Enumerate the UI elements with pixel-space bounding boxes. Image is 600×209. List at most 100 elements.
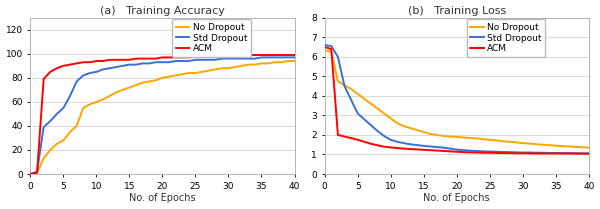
ACM — [341, 135, 348, 138]
ACM — [493, 152, 500, 154]
No Dropout — [341, 84, 348, 86]
Std Dropout — [251, 57, 259, 60]
ACM — [238, 54, 245, 56]
Std Dropout — [113, 66, 120, 68]
ACM — [166, 56, 173, 59]
No Dropout — [179, 73, 186, 75]
ACM — [433, 149, 440, 152]
No Dropout — [146, 80, 153, 83]
X-axis label: No. of Epochs: No. of Epochs — [424, 194, 490, 203]
Std Dropout — [565, 152, 572, 154]
Std Dropout — [291, 56, 298, 59]
Std Dropout — [413, 144, 421, 146]
ACM — [291, 54, 298, 56]
No Dropout — [126, 86, 133, 89]
No Dropout — [367, 102, 374, 105]
ACM — [271, 54, 278, 56]
No Dropout — [433, 134, 440, 136]
Legend: No Dropout, Std Dropout, ACM: No Dropout, Std Dropout, ACM — [467, 19, 545, 57]
No Dropout — [265, 62, 272, 65]
ACM — [519, 152, 526, 155]
ACM — [86, 61, 94, 64]
ACM — [27, 173, 34, 175]
Line: Std Dropout: Std Dropout — [31, 57, 295, 174]
ACM — [284, 54, 292, 56]
ACM — [545, 152, 553, 155]
Line: No Dropout: No Dropout — [31, 61, 295, 174]
Legend: No Dropout, Std Dropout, ACM: No Dropout, Std Dropout, ACM — [172, 19, 251, 57]
No Dropout — [479, 138, 487, 140]
No Dropout — [512, 141, 520, 144]
ACM — [367, 143, 374, 145]
No Dropout — [185, 72, 193, 74]
ACM — [67, 63, 74, 66]
No Dropout — [278, 61, 285, 64]
No Dropout — [139, 81, 146, 84]
ACM — [328, 48, 335, 50]
ACM — [374, 144, 381, 147]
No Dropout — [225, 67, 232, 69]
ACM — [334, 134, 341, 136]
Std Dropout — [334, 56, 341, 58]
Std Dropout — [27, 173, 34, 175]
No Dropout — [486, 139, 493, 141]
No Dropout — [100, 98, 107, 101]
ACM — [453, 150, 460, 153]
No Dropout — [159, 76, 166, 79]
ACM — [578, 152, 586, 155]
Std Dropout — [341, 85, 348, 87]
No Dropout — [420, 131, 427, 133]
No Dropout — [106, 95, 113, 97]
ACM — [526, 152, 533, 155]
No Dropout — [387, 117, 394, 120]
No Dropout — [192, 72, 199, 74]
No Dropout — [53, 143, 61, 145]
No Dropout — [321, 49, 328, 51]
No Dropout — [133, 84, 140, 86]
ACM — [139, 57, 146, 60]
No Dropout — [526, 142, 533, 145]
No Dropout — [212, 68, 219, 71]
No Dropout — [80, 107, 87, 109]
Std Dropout — [205, 59, 212, 61]
ACM — [278, 54, 285, 56]
Std Dropout — [380, 135, 388, 137]
ACM — [446, 150, 454, 153]
No Dropout — [166, 75, 173, 78]
ACM — [80, 61, 87, 64]
ACM — [387, 146, 394, 149]
ACM — [473, 151, 480, 154]
No Dropout — [334, 80, 341, 83]
Std Dropout — [34, 170, 41, 173]
Std Dropout — [212, 59, 219, 61]
No Dropout — [245, 63, 252, 66]
Std Dropout — [265, 56, 272, 59]
Std Dropout — [440, 146, 447, 149]
ACM — [205, 55, 212, 57]
No Dropout — [67, 131, 74, 133]
ACM — [179, 56, 186, 59]
Std Dropout — [493, 150, 500, 153]
No Dropout — [34, 172, 41, 174]
ACM — [486, 152, 493, 154]
Std Dropout — [387, 139, 394, 141]
ACM — [394, 147, 401, 149]
Std Dropout — [73, 80, 80, 83]
Std Dropout — [552, 152, 559, 154]
Std Dropout — [106, 67, 113, 69]
Std Dropout — [53, 113, 61, 115]
Std Dropout — [361, 118, 368, 121]
Std Dropout — [152, 61, 160, 64]
Std Dropout — [347, 98, 355, 101]
No Dropout — [400, 125, 407, 127]
Std Dropout — [407, 143, 414, 146]
No Dropout — [113, 91, 120, 93]
ACM — [40, 78, 47, 80]
Std Dropout — [67, 95, 74, 97]
ACM — [113, 59, 120, 61]
Std Dropout — [466, 149, 473, 152]
Std Dropout — [238, 57, 245, 60]
ACM — [232, 55, 239, 57]
Std Dropout — [133, 63, 140, 66]
ACM — [400, 147, 407, 150]
